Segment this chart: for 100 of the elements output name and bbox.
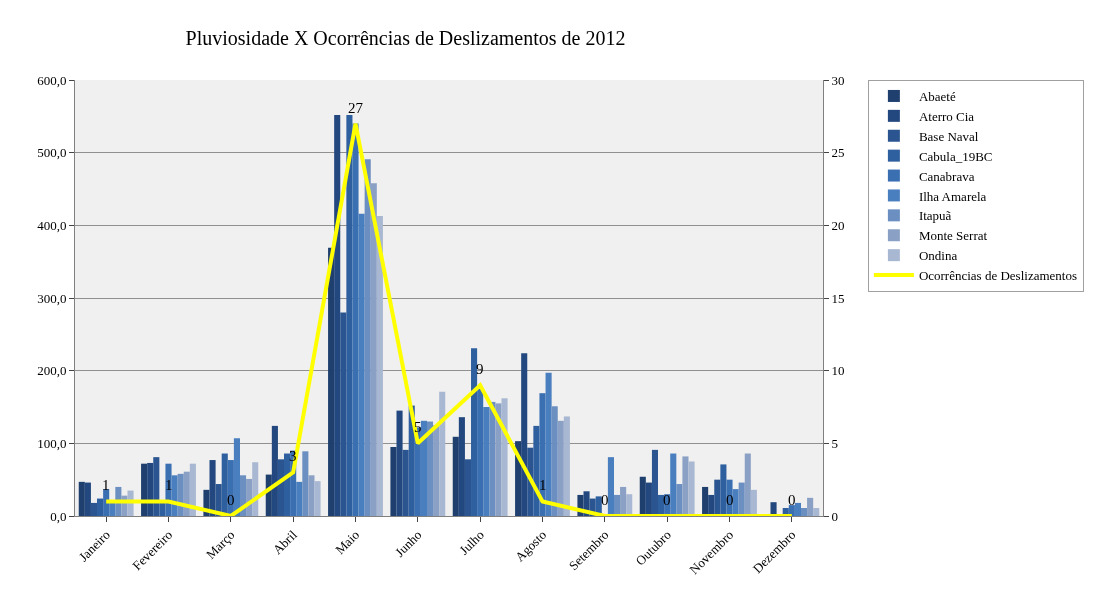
bar <box>426 421 434 516</box>
y-tick-label: 300,0 <box>37 290 67 306</box>
bar <box>396 410 403 516</box>
bar <box>90 502 98 516</box>
bar <box>433 425 440 516</box>
legend-label: Itapuã <box>918 208 952 224</box>
y2-tick-label: 30 <box>831 72 845 88</box>
data-label: 27 <box>348 100 364 116</box>
bar <box>471 348 478 516</box>
bar <box>97 498 104 516</box>
bar <box>670 453 677 516</box>
legend-label: Ilha Amarela <box>918 188 987 204</box>
bar <box>501 398 508 516</box>
line-series <box>104 121 794 516</box>
bar <box>402 449 409 516</box>
y2-tick-label: 0 <box>831 508 839 524</box>
bar <box>364 159 371 516</box>
y2-tick-label: 5 <box>831 435 839 451</box>
bar <box>682 456 689 516</box>
legend-label: Ondina <box>918 248 958 264</box>
bar <box>221 453 228 516</box>
bar <box>346 114 353 516</box>
bar <box>209 460 216 516</box>
legend-label: Ocorrências de Deslizamentos <box>918 268 1077 284</box>
legend-label: Cabula_19BC <box>918 148 993 164</box>
bar <box>744 453 751 516</box>
bar <box>284 453 291 516</box>
data-label: 0 <box>726 492 734 508</box>
bar <box>302 451 309 516</box>
bar <box>464 459 472 516</box>
data-label: 0 <box>227 492 235 508</box>
bar <box>495 403 502 516</box>
bar <box>277 459 285 516</box>
bar <box>807 497 814 516</box>
bar <box>639 476 646 516</box>
bar <box>420 420 427 516</box>
data-label: 5 <box>414 419 422 435</box>
data-label: 1 <box>165 477 173 493</box>
bar <box>626 494 633 516</box>
bar <box>334 114 341 516</box>
bar <box>732 489 739 516</box>
bar <box>483 407 490 516</box>
bar <box>489 401 496 516</box>
bar <box>340 312 347 516</box>
y2-tick-label: 25 <box>831 145 845 161</box>
bar <box>521 353 528 516</box>
bar <box>78 481 85 516</box>
bar <box>390 446 397 516</box>
y-tick-label: 100,0 <box>37 435 67 451</box>
bar <box>607 457 614 516</box>
y-tick-label: 600,0 <box>37 72 67 88</box>
chart-title: Pluviosidade X Ocorrências de Deslizamentos de 2012 <box>185 26 626 49</box>
bar <box>688 461 695 516</box>
legend-label: Canabrava <box>918 168 975 184</box>
bar <box>252 462 259 516</box>
bar <box>189 463 196 516</box>
bar <box>720 464 727 516</box>
y2-tick-label: 15 <box>831 290 845 306</box>
bar <box>676 484 683 516</box>
bar <box>702 486 709 516</box>
bar <box>328 247 335 516</box>
bar <box>557 420 564 516</box>
y2-tick-label: 20 <box>831 217 845 233</box>
bar <box>794 502 801 516</box>
bar <box>141 463 148 516</box>
bar <box>370 183 377 516</box>
y-tick-label: 500,0 <box>37 145 67 161</box>
bar <box>271 425 278 516</box>
bar <box>439 391 446 516</box>
bar <box>620 486 627 516</box>
bar <box>165 463 172 516</box>
bar <box>147 462 154 516</box>
bar <box>452 436 459 516</box>
bar <box>714 479 721 516</box>
data-label: 1 <box>539 477 547 493</box>
legend-label: Monte Serrat <box>918 228 988 244</box>
bar <box>153 457 160 516</box>
bar <box>84 482 91 516</box>
y-tick-label: 400,0 <box>37 217 67 233</box>
bar <box>651 449 659 516</box>
bar <box>314 481 321 516</box>
bar <box>800 508 808 516</box>
bar <box>458 417 465 516</box>
bar <box>563 416 570 516</box>
y2-tick-label: 10 <box>831 363 845 379</box>
bar <box>477 388 484 516</box>
data-label: 0 <box>788 492 796 508</box>
legend-label: Aterro Cia <box>918 108 975 124</box>
bar <box>545 372 552 516</box>
legend-label: Abaeté <box>918 89 956 105</box>
bar <box>551 406 558 516</box>
legend-label: Base Naval <box>918 128 979 144</box>
bar <box>308 475 315 516</box>
bar <box>738 482 745 516</box>
y-tick-label: 0,0 <box>50 508 67 524</box>
y-tick-label: 200,0 <box>37 363 67 379</box>
bar <box>539 393 546 516</box>
bar <box>376 215 383 516</box>
bar <box>352 123 359 516</box>
bar <box>358 213 365 516</box>
